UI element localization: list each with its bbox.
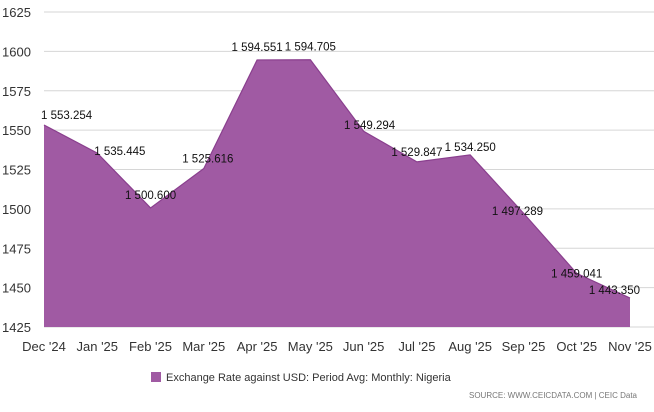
data-label: 1 594.551 [232,42,283,54]
data-label: 1 459.041 [551,268,602,280]
x-tick-label: Oct '25 [556,339,597,354]
data-label: 1 535.445 [94,146,145,158]
x-tick-label: Feb '25 [129,339,172,354]
series-area-fill [44,59,630,327]
x-tick-label: Sep '25 [502,339,546,354]
x-tick-label: May '25 [288,339,333,354]
x-tick-label: Nov '25 [608,339,652,354]
data-label: 1 500.600 [125,190,176,202]
data-label: 1 553.254 [41,110,93,122]
x-tick-label: Jan '25 [77,339,119,354]
x-tick-label: Jun '25 [343,339,385,354]
legend-swatch [151,372,161,382]
y-axis: 1425 1450 1475 1500 1525 1550 1575 1600 1625 [2,5,31,335]
y-tick-label: 1500 [2,202,31,217]
data-label: 1 525.616 [182,154,233,166]
legend-label: Exchange Rate against USD: Period Avg: M… [166,372,452,384]
data-labels: 1 553.254 1 535.445 1 500.600 1 525.616 1 59… [41,42,640,297]
y-tick-label: 1625 [2,5,31,20]
y-tick-label: 1550 [2,123,31,138]
y-tick-label: 1450 [2,281,31,296]
x-tick-label: Aug '25 [448,339,492,354]
data-label: 1 549.294 [344,120,396,132]
series-area [43,59,631,327]
x-axis: Dec '24 Jan '25 Feb '25 Mar '25 Apr '25 May '… [22,339,652,354]
data-label: 1 497.289 [492,206,543,218]
data-label: 1 443.350 [589,285,640,297]
x-tick-label: Dec '24 [22,339,66,354]
data-label: 1 529.847 [391,147,442,159]
x-tick-label: Mar '25 [182,339,225,354]
y-tick-label: 1600 [2,44,31,59]
x-tick-label: Jul '25 [398,339,435,354]
source-note: SOURCE: WWW.CEICDATA.COM | CEIC Data [469,391,638,400]
x-tick-label: Apr '25 [237,339,278,354]
data-label: 1 594.705 [285,42,336,54]
series-line [43,59,631,299]
data-label: 1 534.250 [445,142,496,154]
y-tick-label: 1475 [2,241,31,256]
y-tick-label: 1425 [2,320,31,335]
y-tick-label: 1575 [2,84,31,99]
y-tick-label: 1525 [2,163,31,178]
legend: Exchange Rate against USD: Period Avg: M… [151,372,452,384]
